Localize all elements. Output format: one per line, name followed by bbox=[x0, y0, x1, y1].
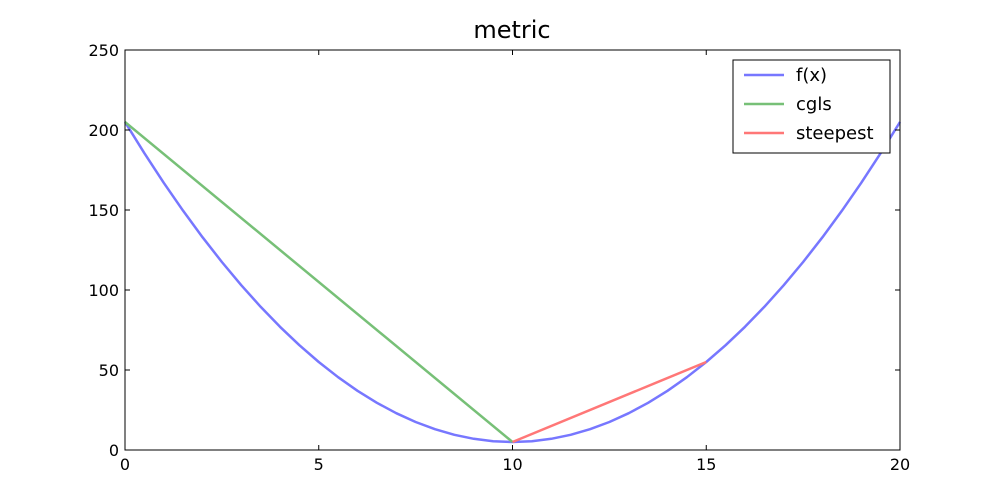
chart-title: metric bbox=[473, 16, 550, 44]
series-line-1 bbox=[124, 121, 514, 443]
y-tick-label-1: 50 bbox=[99, 361, 119, 380]
x-tick-label-3: 15 bbox=[696, 455, 716, 474]
series-line-2 bbox=[512, 360, 707, 444]
series-layer bbox=[123, 121, 902, 444]
legend: f(x) cgls steepest bbox=[732, 59, 891, 154]
y-tick-label-3: 150 bbox=[88, 201, 119, 220]
x-tick-label-4: 20 bbox=[890, 455, 910, 474]
legend-label-0: f(x) bbox=[796, 65, 827, 86]
x-tick-label-1: 5 bbox=[314, 455, 324, 474]
x-tick-label-2: 10 bbox=[502, 455, 522, 474]
y-tick-label-5: 250 bbox=[88, 41, 119, 60]
series-line-0 bbox=[123, 121, 902, 444]
x-tick-label-0: 0 bbox=[120, 455, 130, 474]
legend-label-2: steepest bbox=[796, 123, 874, 144]
y-tick-label-0: 0 bbox=[109, 441, 119, 460]
y-tick-label-4: 200 bbox=[88, 121, 119, 140]
legend-label-1: cgls bbox=[796, 94, 832, 115]
y-tick-label-2: 100 bbox=[88, 281, 119, 300]
